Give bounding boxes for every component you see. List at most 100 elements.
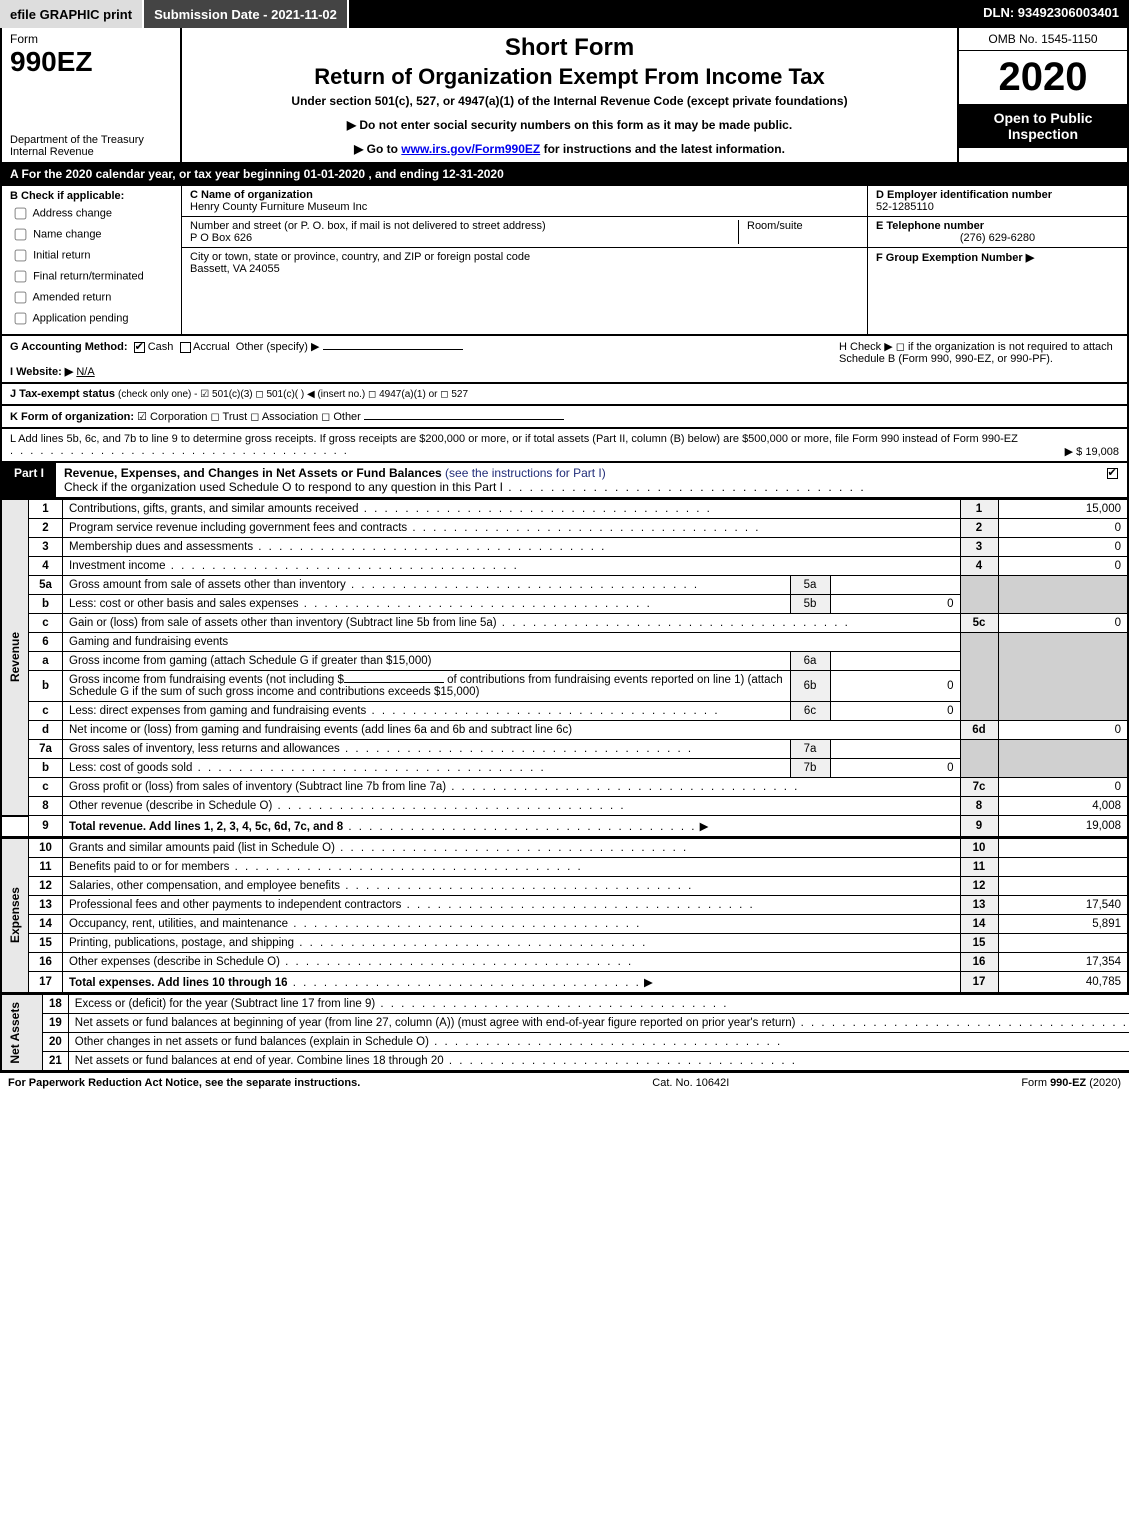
line-9-desc: Total revenue. Add lines 1, 2, 3, 4, 5c,… (69, 821, 343, 833)
footer: For Paperwork Reduction Act Notice, see … (0, 1072, 1129, 1093)
line-2-col: 2 (960, 519, 998, 538)
part-1-checkline: Check if the organization used Schedule … (64, 480, 866, 494)
row-l-amount: ▶ $ 19,008 (1065, 445, 1119, 458)
lbl-address-change: Address change (32, 207, 112, 219)
line-6a-desc: Gross income from gaming (attach Schedul… (63, 652, 791, 671)
lbl-amended-return: Amended return (32, 291, 111, 303)
line-6: 6Gaming and fundraising events (1, 633, 1128, 652)
line-10-desc: Grants and similar amounts paid (list in… (63, 839, 961, 858)
line-17-amt: 40,785 (998, 972, 1128, 994)
line-9-amt: 19,008 (998, 816, 1128, 838)
line-13-amt: 17,540 (998, 896, 1128, 915)
line-16-col: 16 (960, 953, 998, 972)
line-7a-desc: Gross sales of inventory, less returns a… (63, 740, 791, 759)
line-5b: bLess: cost or other basis and sales exp… (1, 595, 1128, 614)
form-id-block: Form 990EZ Department of the Treasury In… (2, 28, 182, 162)
group-exempt-label: F Group Exemption Number ▶ (876, 252, 1034, 264)
line-6d: dNet income or (loss) from gaming and fu… (1, 721, 1128, 740)
line-3-desc: Membership dues and assessments (63, 538, 961, 557)
form-year-block: OMB No. 1545-1150 2020 Open to Public In… (957, 28, 1127, 162)
line-12-desc: Salaries, other compensation, and employ… (63, 877, 961, 896)
line-6b: b Gross income from fundraising events (… (1, 671, 1128, 702)
phone-label: E Telephone number (876, 220, 984, 232)
chk-name-change[interactable] (15, 229, 27, 241)
line-6b-sublabel: 6b (790, 671, 830, 702)
chk-accrual[interactable] (180, 342, 191, 353)
line-14-amt: 5,891 (998, 915, 1128, 934)
website-value: N/A (76, 366, 94, 378)
footer-right: Form 990-EZ (2020) (1021, 1077, 1121, 1089)
line-5b-subamt: 0 (830, 595, 960, 614)
line-12-col: 12 (960, 877, 998, 896)
line-5c-col: 5c (960, 614, 998, 633)
line-1-col: 1 (960, 500, 998, 519)
line-4-desc: Investment income (63, 557, 961, 576)
line-10-col: 10 (960, 839, 998, 858)
line-8-desc: Other revenue (describe in Schedule O) (63, 797, 961, 816)
line-6b-blank[interactable] (344, 682, 444, 683)
line-18-desc: Excess or (deficit) for the year (Subtra… (68, 995, 1129, 1014)
irs-link[interactable]: www.irs.gov/Form990EZ (401, 142, 540, 156)
line-4: 4Investment income 40 (1, 557, 1128, 576)
line-8-col: 8 (960, 797, 998, 816)
row-j-label: J Tax-exempt status (10, 388, 115, 400)
spacer (349, 0, 973, 28)
row-l-text: L Add lines 5b, 6c, and 7b to line 9 to … (10, 433, 1018, 445)
line-6c-subamt: 0 (830, 702, 960, 721)
line-14-col: 14 (960, 915, 998, 934)
line-1-desc: Contributions, gifts, grants, and simila… (63, 500, 961, 519)
line-7b-subamt: 0 (830, 759, 960, 778)
other-org-line[interactable] (364, 419, 564, 420)
chk-final-return[interactable] (15, 271, 27, 283)
dept-line-1: Department of the Treasury (10, 134, 172, 146)
line-7b-sublabel: 7b (790, 759, 830, 778)
line-21: 21Net assets or fund balances at end of … (1, 1052, 1129, 1072)
lbl-other: Other (specify) ▶ (236, 341, 320, 353)
info-block: B Check if applicable: Address change Na… (0, 186, 1129, 336)
line-7a-sublabel: 7a (790, 740, 830, 759)
line-6d-col: 6d (960, 721, 998, 740)
line-15-amt (998, 934, 1128, 953)
chk-schedule-o[interactable] (1107, 468, 1118, 479)
chk-cash[interactable] (134, 342, 145, 353)
line-10: Expenses 10Grants and similar amounts pa… (1, 839, 1128, 858)
form-header: Form 990EZ Department of the Treasury In… (0, 28, 1129, 164)
line-8: 8Other revenue (describe in Schedule O) … (1, 797, 1128, 816)
chk-address-change[interactable] (15, 208, 27, 220)
line-13: 13Professional fees and other payments t… (1, 896, 1128, 915)
addr-value: P O Box 626 (190, 232, 252, 244)
other-specify-line[interactable] (323, 349, 463, 350)
line-19: 19Net assets or fund balances at beginni… (1, 1014, 1129, 1033)
chk-amended-return[interactable] (15, 292, 27, 304)
name-label: C Name of organization (190, 189, 313, 201)
line-5a-subamt (830, 576, 960, 595)
lbl-name-change: Name change (33, 228, 102, 240)
lbl-initial-return: Initial return (33, 249, 90, 261)
line-6a-subamt (830, 652, 960, 671)
lbl-accrual: Accrual (193, 341, 230, 353)
chk-initial-return[interactable] (15, 250, 27, 262)
line-15-col: 15 (960, 934, 998, 953)
line-7c-amt: 0 (998, 778, 1128, 797)
line-9-col: 9 (960, 816, 998, 838)
line-4-amt: 0 (998, 557, 1128, 576)
line-5c-amt: 0 (998, 614, 1128, 633)
side-revenue: Revenue (8, 632, 22, 682)
chk-application-pending[interactable] (15, 313, 27, 325)
efile-label[interactable]: efile GRAPHIC print (0, 0, 144, 28)
line-6b-subamt: 0 (830, 671, 960, 702)
row-l: L Add lines 5b, 6c, and 7b to line 9 to … (0, 429, 1129, 463)
line-14-desc: Occupancy, rent, utilities, and maintena… (63, 915, 961, 934)
line-6b-desc: Gross income from fundraising events (no… (63, 671, 791, 702)
line-7a-subamt (830, 740, 960, 759)
row-j: J Tax-exempt status (check only one) - ☑… (0, 384, 1129, 406)
line-5a: 5aGross amount from sale of assets other… (1, 576, 1128, 595)
line-7b: bLess: cost of goods sold 7b0 (1, 759, 1128, 778)
footer-left: For Paperwork Reduction Act Notice, see … (8, 1077, 360, 1089)
lbl-final-return: Final return/terminated (33, 270, 144, 282)
line-6c: cLess: direct expenses from gaming and f… (1, 702, 1128, 721)
part-1-num: Part I (2, 463, 56, 497)
line-6c-desc: Less: direct expenses from gaming and fu… (63, 702, 791, 721)
tax-year: 2020 (959, 51, 1127, 104)
row-gh: H Check ▶ ◻ if the organization is not r… (0, 336, 1129, 384)
